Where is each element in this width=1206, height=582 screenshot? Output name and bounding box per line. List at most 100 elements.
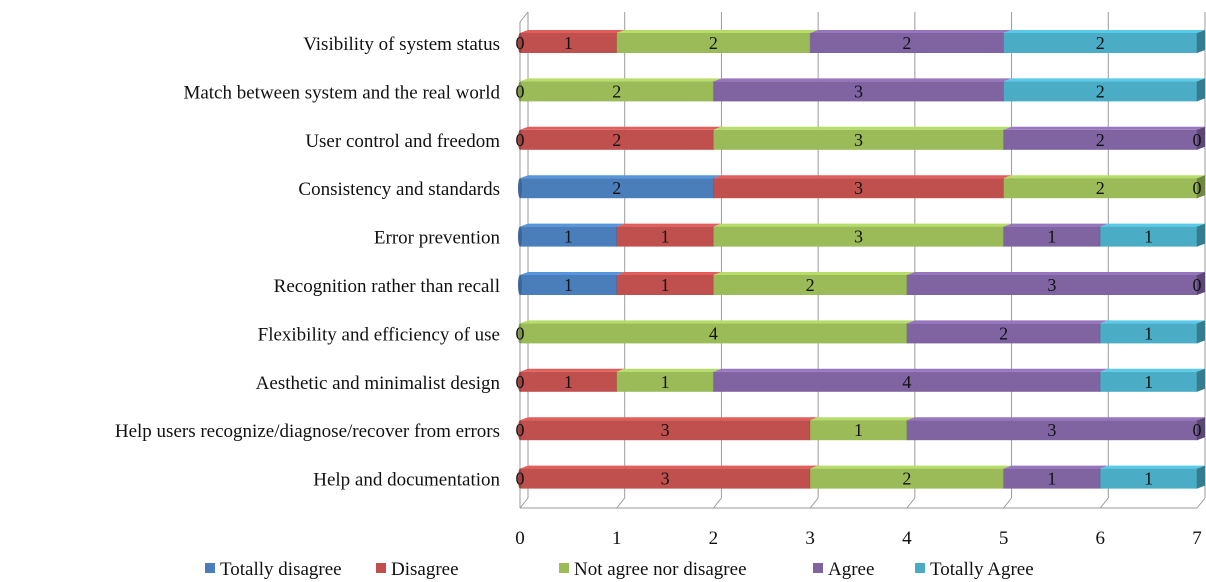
bar-segment-top (1003, 175, 1205, 179)
bar-segment (1003, 33, 1197, 53)
bar-end-cap (1197, 78, 1205, 102)
bar-segment-top (520, 30, 625, 33)
category-label: Aesthetic and minimalist design (256, 373, 501, 394)
data-label: 2 (1096, 81, 1105, 101)
bar-segment (1100, 323, 1197, 344)
data-label: 2 (999, 323, 1008, 343)
category-label: Visibility of system status (303, 34, 500, 55)
bar-end-cap (1197, 368, 1205, 392)
data-label: 0 (1193, 130, 1202, 150)
data-label: 1 (1144, 372, 1153, 392)
legend: Totally disagree Disagree Not agree nor di… (205, 559, 1034, 580)
axis-wall-top (519, 11, 529, 23)
bar-start-cap (518, 178, 522, 199)
bar-end-cap (1197, 126, 1205, 150)
bar-segment (520, 371, 617, 392)
bar-end-cap (1197, 417, 1205, 441)
bar-segment (1003, 226, 1101, 247)
bar-segment-top (906, 320, 1109, 324)
data-label: 3 (854, 81, 863, 101)
bar-start-cap (518, 129, 522, 150)
bar-segment (616, 33, 811, 53)
bar-segment-top (906, 417, 1205, 421)
data-label: 3 (854, 178, 863, 198)
bar-segment-top (1003, 30, 1205, 33)
bar-segment (520, 178, 714, 199)
bar-segment-top (520, 465, 819, 469)
data-label: 1 (564, 275, 573, 295)
data-labels: 0 1 2 2 2 0 2 3 2 0 2 3 2 0 2 3 2 0 1 1 3 1 1 1 1 2 3 0 0 4 2 1 0 1 1 4 1 0 3 1… (516, 33, 1202, 489)
bar-start-cap (518, 323, 522, 344)
data-label: 1 (564, 227, 573, 247)
bar-segment-top (1100, 320, 1205, 324)
bar-segment (1100, 226, 1197, 247)
data-label: 0 (516, 420, 525, 440)
bar-start-cap (518, 226, 522, 247)
legend-swatch (205, 563, 215, 573)
legend-item: Not agree nor disagree (559, 559, 747, 580)
data-label: 1 (1144, 227, 1153, 247)
bar-start-cap (518, 420, 522, 441)
data-label: 1 (854, 420, 863, 440)
x-tick-label: 5 (999, 528, 1009, 549)
bar-start-cap (518, 81, 522, 102)
category-label: Error prevention (374, 228, 501, 249)
bar-segment-top (713, 126, 1012, 130)
data-label: 3 (1047, 420, 1056, 440)
legend-label: Not agree nor disagree (574, 559, 747, 580)
category-label: User control and freedom (305, 131, 500, 152)
bar-segment (810, 33, 1004, 53)
legend-item: Agree (813, 559, 874, 580)
bar-end-cap (1197, 223, 1205, 247)
bar-segment (1003, 81, 1197, 102)
data-label: 1 (1144, 469, 1153, 489)
legend-swatch (559, 563, 569, 573)
category-label: Consistency and standards (298, 179, 500, 200)
data-label: 1 (1047, 469, 1056, 489)
legend-swatch (376, 563, 386, 573)
data-label: 2 (612, 81, 621, 101)
data-label: 2 (1096, 130, 1105, 150)
data-label: 2 (806, 275, 815, 295)
bar-segment-top (713, 175, 1012, 179)
bar-segment-top (1003, 465, 1109, 469)
data-label: 1 (564, 33, 573, 53)
gridline-floor (1003, 497, 1012, 509)
bar-segment-top (520, 175, 722, 179)
bar-segment-top (520, 272, 625, 275)
category-label: Flexibility and efficiency of use (258, 324, 500, 345)
bar-segment-top (616, 368, 722, 372)
bar-segment-top (713, 368, 1109, 372)
x-tick-label: 2 (709, 528, 719, 549)
bar-segment-top (520, 126, 722, 130)
bar-segment (810, 420, 907, 441)
bar-segment (616, 275, 714, 295)
data-label: 2 (612, 178, 621, 198)
bar-segment (810, 468, 1004, 489)
bar-segment-top (1003, 126, 1205, 130)
x-axis-ticks: 0 1 2 3 4 5 6 7 (515, 528, 1202, 549)
bar-segment (713, 178, 1004, 199)
bar-segment-top (520, 223, 625, 227)
gridline-floor (616, 497, 626, 509)
data-label: 3 (1047, 275, 1056, 295)
bar-start-cap (518, 275, 522, 295)
bar-segment-top (1100, 465, 1205, 469)
bar-segment (906, 323, 1101, 344)
bar-segment (520, 468, 811, 489)
x-tick-label: 4 (902, 528, 912, 549)
gridline-floor (1196, 497, 1206, 509)
data-label: 3 (661, 469, 670, 489)
category-label: Match between system and the real world (183, 82, 500, 103)
legend-label: Totally disagree (220, 559, 342, 580)
data-label: 3 (854, 130, 863, 150)
bar-segment-top (520, 320, 915, 324)
data-label: 2 (902, 469, 911, 489)
bar-segment (906, 275, 1197, 295)
category-labels: Visibility of system status Match between… (115, 34, 501, 491)
bar-segment (713, 371, 1101, 392)
bar-segment (713, 226, 1004, 247)
bar-segment (616, 371, 714, 392)
legend-swatch (915, 563, 925, 573)
